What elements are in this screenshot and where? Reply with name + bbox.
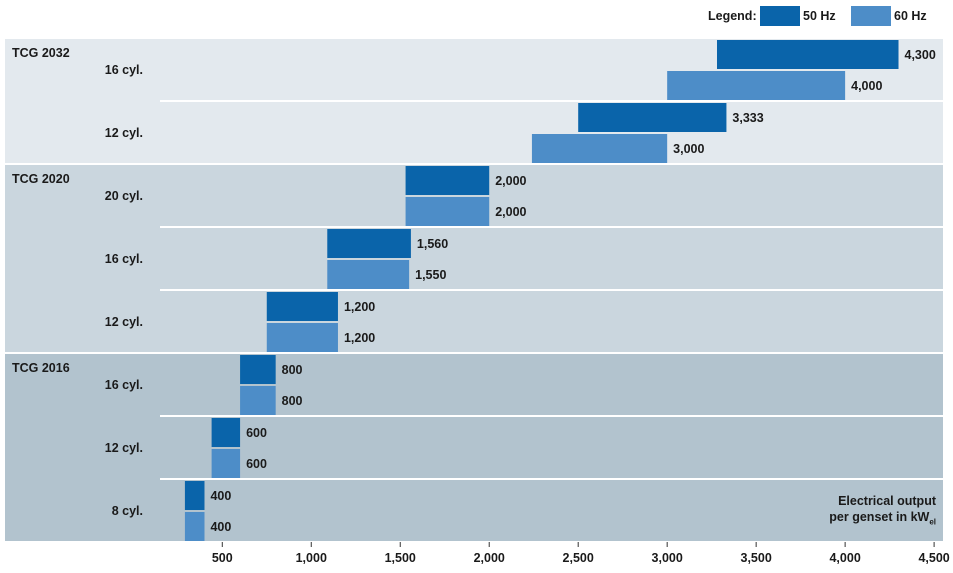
row-band bbox=[160, 165, 943, 226]
x-tick-label: 4,500 bbox=[918, 551, 949, 565]
bar bbox=[240, 386, 276, 415]
x-tick-label: 3,000 bbox=[652, 551, 683, 565]
legend-swatch-50hz bbox=[760, 6, 800, 26]
bar-value-label: 800 bbox=[282, 363, 303, 377]
bar bbox=[327, 229, 411, 258]
row-band bbox=[160, 480, 943, 541]
bar bbox=[211, 449, 241, 478]
bar-value-label: 2,000 bbox=[495, 174, 526, 188]
legend-label-60hz: 60 Hz bbox=[894, 9, 927, 23]
group-label: TCG 2016 bbox=[12, 361, 70, 375]
group-separator bbox=[5, 352, 943, 354]
row-label: 20 cyl. bbox=[105, 189, 143, 203]
bar bbox=[184, 481, 205, 510]
row-label: 16 cyl. bbox=[105, 63, 143, 77]
bar bbox=[266, 292, 338, 321]
bar bbox=[184, 512, 205, 541]
row-label: 16 cyl. bbox=[105, 252, 143, 266]
row-band bbox=[160, 417, 943, 478]
bar bbox=[240, 355, 276, 384]
axis-note-line2: per genset in kWel bbox=[770, 509, 936, 531]
row-label: 12 cyl. bbox=[105, 126, 143, 140]
group-separator bbox=[5, 163, 943, 165]
row-label: 12 cyl. bbox=[105, 315, 143, 329]
bar-value-label: 4,000 bbox=[851, 79, 882, 93]
bar bbox=[531, 134, 668, 163]
bar-value-label: 1,200 bbox=[344, 300, 375, 314]
bar bbox=[211, 418, 241, 447]
bar-value-label: 1,560 bbox=[417, 237, 448, 251]
bar bbox=[327, 260, 410, 289]
group-label-cell bbox=[5, 354, 160, 541]
group-label: TCG 2020 bbox=[12, 172, 70, 186]
bar bbox=[578, 103, 727, 132]
x-tick-label: 500 bbox=[212, 551, 233, 565]
group-label-cell bbox=[5, 165, 160, 352]
axis-note: Electrical output per genset in kWel bbox=[770, 493, 936, 531]
bar bbox=[405, 197, 490, 226]
bar bbox=[405, 166, 490, 195]
x-tick-label: 1,500 bbox=[385, 551, 416, 565]
legend-title: Legend: bbox=[708, 9, 757, 23]
bar-value-label: 1,200 bbox=[344, 331, 375, 345]
group-label: TCG 2032 bbox=[12, 46, 70, 60]
bar bbox=[266, 323, 338, 352]
bar-value-label: 3,333 bbox=[732, 111, 763, 125]
bar-value-label: 600 bbox=[246, 426, 267, 440]
bar bbox=[716, 40, 899, 69]
row-band bbox=[160, 354, 943, 415]
bar-value-label: 400 bbox=[210, 520, 231, 534]
bar bbox=[667, 71, 846, 100]
bar-value-label: 800 bbox=[282, 394, 303, 408]
bar-value-label: 3,000 bbox=[673, 142, 704, 156]
bar-value-label: 600 bbox=[246, 457, 267, 471]
x-tick-label: 1,000 bbox=[296, 551, 327, 565]
row-label: 12 cyl. bbox=[105, 441, 143, 455]
axis-note-unit-subscript: el bbox=[929, 517, 936, 527]
legend-label-50hz: 50 Hz bbox=[803, 9, 836, 23]
row-label: 16 cyl. bbox=[105, 378, 143, 392]
x-tick-label: 2,000 bbox=[474, 551, 505, 565]
group-label-cell bbox=[5, 39, 160, 163]
bar-value-label: 1,550 bbox=[415, 268, 446, 282]
x-tick-label: 2,500 bbox=[563, 551, 594, 565]
legend: Legend: 50 Hz 60 Hz bbox=[0, 0, 953, 36]
axis-note-line1: Electrical output bbox=[838, 494, 936, 508]
row-band bbox=[160, 228, 943, 289]
row-label: 8 cyl. bbox=[112, 504, 143, 518]
bar-value-label: 2,000 bbox=[495, 205, 526, 219]
axis-note-unit: per genset in kW bbox=[829, 510, 930, 524]
x-tick-label: 4,000 bbox=[829, 551, 860, 565]
legend-swatch-60hz bbox=[851, 6, 891, 26]
bar-value-label: 4,300 bbox=[905, 48, 936, 62]
bar-value-label: 400 bbox=[210, 489, 231, 503]
x-tick-label: 3,500 bbox=[741, 551, 772, 565]
